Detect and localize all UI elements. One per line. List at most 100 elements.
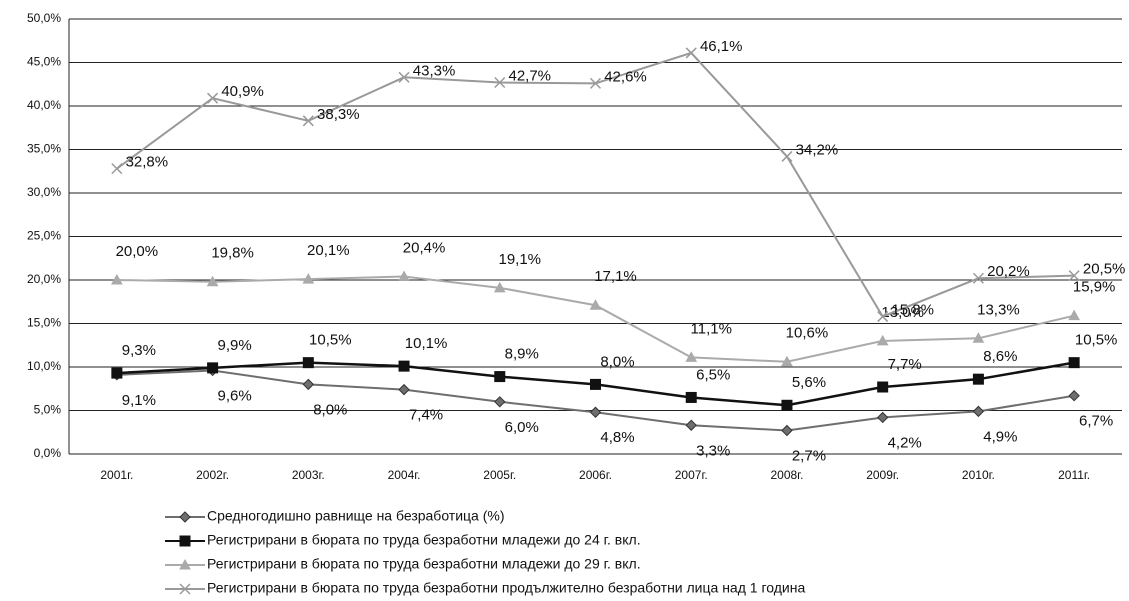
- legend-label: Регистрирани в бюрата по труда безработн…: [207, 532, 641, 548]
- value-label: 4,9%: [983, 428, 1017, 445]
- marker: [589, 77, 602, 89]
- marker: [589, 299, 602, 310]
- y-tick-label: 30,0%: [27, 185, 61, 199]
- marker: [494, 76, 506, 89]
- value-label: 15,9%: [1073, 279, 1116, 296]
- value-label: 8,6%: [983, 348, 1017, 365]
- marker: [111, 367, 123, 379]
- value-label: 8,9%: [505, 346, 539, 363]
- value-label: 9,1%: [122, 392, 156, 409]
- value-label: 11,1%: [691, 320, 732, 337]
- x-tick-label: 2011г.: [1058, 468, 1090, 482]
- y-tick-label: 25,0%: [27, 229, 61, 243]
- value-label: 20,4%: [403, 239, 446, 256]
- marker: [685, 391, 697, 403]
- marker: [1068, 309, 1080, 321]
- marker: [179, 511, 191, 523]
- legend-label: Средногодишно равнище на безработица (%): [207, 508, 505, 524]
- value-label: 42,6%: [604, 68, 647, 85]
- marker: [179, 558, 191, 570]
- value-label: 7,4%: [409, 407, 443, 424]
- x-tick-label: 2001г.: [100, 468, 133, 482]
- value-label: 10,1%: [405, 335, 448, 352]
- marker: [589, 406, 602, 418]
- marker: [972, 272, 984, 284]
- x-tick-label: 2010г.: [962, 468, 995, 482]
- y-tick-label: 20,0%: [27, 272, 61, 286]
- series-line: [116, 275, 1075, 363]
- marker: [179, 535, 191, 547]
- value-label: 7,7%: [888, 356, 922, 373]
- value-label: 13,3%: [977, 301, 1020, 318]
- marker: [876, 334, 889, 346]
- marker: [972, 373, 984, 385]
- value-label: 10,6%: [786, 325, 829, 342]
- value-label: 8,0%: [313, 401, 347, 418]
- y-tick-label: 45,0%: [27, 55, 61, 69]
- marker: [302, 273, 315, 284]
- marker: [207, 362, 219, 374]
- legend-label: Регистрирани в бюрата по труда безработн…: [207, 556, 641, 572]
- marker: [876, 411, 889, 424]
- marker: [398, 383, 410, 396]
- marker: [179, 583, 191, 595]
- y-tick-label: 40,0%: [27, 98, 61, 112]
- value-label: 20,0%: [116, 243, 159, 260]
- marker: [877, 311, 889, 323]
- value-label: 46,1%: [700, 38, 743, 55]
- x-tick-label: 2009г.: [866, 468, 899, 482]
- value-label: 9,3%: [122, 342, 156, 359]
- value-label: 20,1%: [307, 242, 350, 259]
- marker: [398, 71, 410, 83]
- value-label: 6,7%: [1079, 413, 1113, 430]
- value-label: 3,3%: [696, 442, 730, 459]
- marker: [493, 281, 506, 293]
- x-tick-label: 2006г.: [579, 468, 612, 482]
- marker: [781, 424, 793, 437]
- value-label: 42,7%: [508, 67, 551, 84]
- x-tick-label: 2002г.: [196, 468, 229, 482]
- marker: [1068, 270, 1080, 282]
- value-label: 2,7%: [792, 447, 826, 464]
- marker: [111, 163, 123, 175]
- value-label: 10,5%: [1075, 332, 1118, 349]
- value-label: 15,8%: [891, 302, 934, 319]
- value-label: 20,5%: [1083, 261, 1126, 278]
- marker: [972, 332, 985, 343]
- x-tick-label: 2007г.: [675, 468, 708, 482]
- marker: [685, 419, 697, 431]
- y-tick-label: 5,0%: [34, 403, 62, 417]
- value-label: 10,5%: [309, 332, 352, 349]
- value-label: 17,1%: [594, 268, 637, 285]
- value-label: 38,3%: [317, 106, 360, 123]
- value-label: 6,0%: [505, 419, 539, 436]
- y-tick-label: 0,0%: [34, 446, 62, 460]
- value-label: 19,1%: [498, 251, 541, 268]
- marker: [302, 115, 314, 127]
- value-label: 8,0%: [600, 353, 634, 370]
- marker: [398, 360, 410, 372]
- marker: [206, 275, 219, 287]
- y-tick-label: 50,0%: [27, 11, 61, 25]
- x-tick-label: 2005г.: [483, 468, 516, 482]
- value-label: 19,8%: [211, 245, 254, 262]
- y-tick-label: 35,0%: [27, 142, 61, 156]
- value-label: 20,2%: [987, 263, 1030, 280]
- marker: [398, 270, 410, 282]
- value-label: 4,2%: [888, 434, 922, 451]
- marker: [494, 371, 506, 383]
- marker: [877, 381, 889, 393]
- value-label: 34,2%: [796, 141, 839, 158]
- marker: [590, 378, 601, 390]
- legend-label: Регистрирани в бюрата по труда безработн…: [207, 580, 805, 596]
- value-label: 9,6%: [217, 387, 251, 404]
- y-tick-label: 15,0%: [27, 316, 61, 330]
- value-label: 43,3%: [413, 62, 456, 79]
- value-label: 9,9%: [217, 337, 251, 354]
- value-label: 5,6%: [792, 374, 826, 391]
- marker: [111, 273, 123, 285]
- marker: [781, 150, 793, 162]
- marker: [781, 399, 793, 411]
- marker: [972, 405, 985, 418]
